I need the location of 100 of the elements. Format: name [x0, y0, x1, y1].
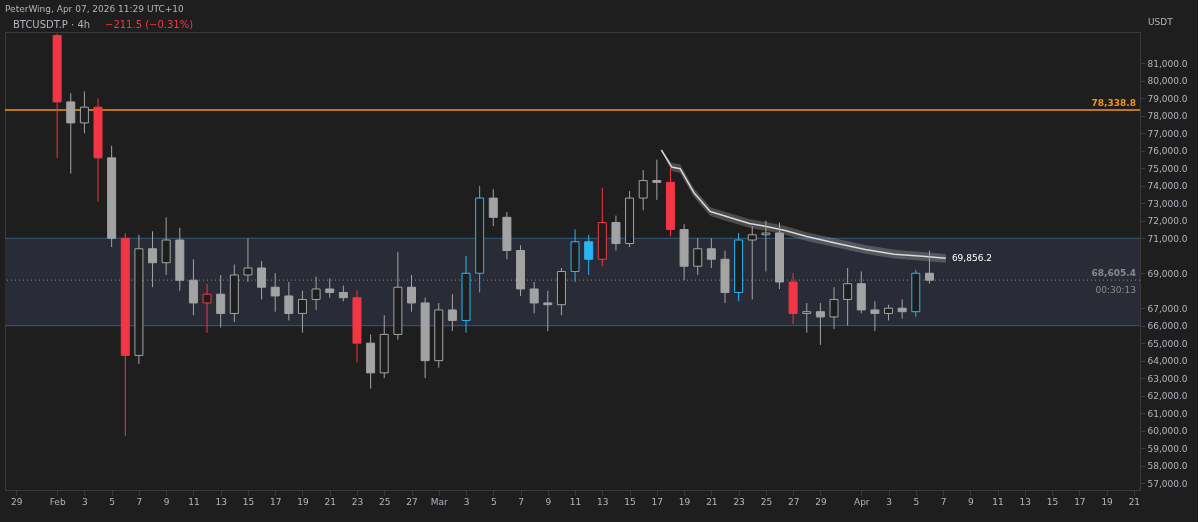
y-tick-label: 66,000.0 [1147, 321, 1188, 332]
x-tick-label: 13 [1019, 496, 1032, 507]
x-tick-label: 17 [651, 496, 664, 507]
candlestick [297, 290, 307, 334]
x-tick-label: 7 [518, 496, 524, 507]
candlestick [216, 274, 226, 328]
y-tick-label: 61,000.0 [1147, 408, 1188, 419]
x-tick-label: Mar [430, 496, 449, 507]
candlestick [161, 216, 171, 276]
y-tick-label: 62,000.0 [1147, 391, 1188, 402]
x-tick-label: Apr [853, 496, 870, 507]
candlestick [311, 276, 321, 311]
x-tick-label: 11 [188, 496, 200, 507]
y-tick-label: 79,000.0 [1147, 93, 1188, 104]
y-tick-label: 81,000.0 [1147, 58, 1188, 69]
x-tick-label: 9 [545, 496, 552, 507]
ref-line-label: 78,338.8 [1091, 97, 1136, 108]
x-tick-label: 27 [406, 496, 418, 507]
candlestick [488, 188, 498, 227]
x-tick-label: 25 [760, 496, 773, 507]
y-tick-label: 72,000.0 [1147, 216, 1188, 227]
y-tick-label: 76,000.0 [1147, 146, 1188, 157]
y-tick-label: 64,000.0 [1147, 356, 1188, 367]
y-tick-label: 78,000.0 [1147, 111, 1188, 122]
candlestick [270, 272, 280, 313]
candlestick [802, 302, 812, 334]
y-tick-label: 69,000.0 [1147, 268, 1188, 279]
y-axis-title: USDT [1148, 17, 1174, 27]
y-tick-label: 74,000.0 [1147, 181, 1188, 192]
x-tick-label: 7 [940, 496, 947, 507]
x-tick-label: 7 [136, 496, 143, 507]
candlestick [652, 159, 662, 201]
x-tick-label: 13 [597, 496, 609, 507]
x-tick-label: 21 [1128, 496, 1141, 507]
x-tick-label: 15 [242, 496, 255, 507]
candlestick [870, 300, 880, 332]
candlestick [761, 220, 771, 272]
x-tick-label: 5 [913, 496, 920, 507]
candlestick [188, 258, 198, 316]
candlestick [611, 215, 621, 252]
x-tick-label: 19 [297, 496, 309, 507]
candlestick [897, 298, 907, 320]
y-tick-label: 75,000.0 [1147, 163, 1188, 174]
x-tick-label: 23 [733, 496, 745, 507]
candlestick [447, 293, 457, 332]
y-tick-label: 71,000.0 [1147, 233, 1188, 244]
candlestick [924, 250, 934, 285]
x-tick-label: 29 [815, 496, 827, 507]
candlestick [325, 277, 335, 299]
x-tick-label: 21 [324, 496, 336, 507]
y-tick-label: 77,000.0 [1147, 128, 1188, 139]
x-tick-label: 9 [967, 496, 974, 507]
candlestick [202, 283, 212, 334]
candlestick [243, 237, 253, 283]
y-tick-label: 58,000.0 [1147, 461, 1188, 472]
x-tick-label: 3 [886, 496, 892, 507]
candlestick [284, 281, 294, 321]
x-tick-label: 19 [1101, 496, 1114, 507]
y-tick-label: 67,000.0 [1147, 303, 1188, 314]
candlestick [815, 302, 825, 346]
x-tick-label: 19 [678, 496, 691, 507]
x-tick-label: 3 [82, 496, 88, 507]
x-tick-label: 21 [706, 496, 718, 507]
annotation: 00:30:13 [1095, 285, 1136, 296]
y-tick-label: 60,000.0 [1147, 426, 1188, 437]
candlestick [543, 290, 553, 332]
x-tick-label: 15 [1046, 496, 1059, 507]
x-tick-label: 11 [992, 496, 1004, 507]
candlestick [79, 90, 89, 134]
x-tick-label: 5 [490, 496, 497, 507]
x-tick-label: 11 [569, 496, 582, 507]
candlestick [829, 286, 839, 330]
ref-line-label: 68,605.4 [1091, 268, 1136, 279]
x-tick-label: 25 [379, 496, 391, 507]
x-tick-label: 29 [11, 496, 23, 507]
candlestick [407, 274, 416, 313]
candlestick [638, 169, 648, 211]
chart-title: BTCUSDT.P · 4h [13, 19, 91, 30]
x-tick-label: Feb [49, 496, 66, 507]
candlestick [706, 237, 716, 269]
text: PeterWing, Apr 07, 2026 11:29 UTC+10 [5, 4, 185, 14]
chart-subtitle: −211.5 (−0.31%) [105, 19, 194, 30]
x-tick-label: 5 [109, 496, 116, 507]
x-tick-label: 3 [463, 496, 470, 507]
y-tick-label: 73,000.0 [1147, 198, 1188, 209]
y-tick-label: 80,000.0 [1147, 76, 1188, 87]
x-tick-label: 23 [351, 496, 364, 507]
y-tick-label: 65,000.0 [1147, 338, 1188, 349]
x-tick-label: 9 [163, 496, 170, 507]
candlestick [257, 260, 267, 300]
x-tick-label: 15 [624, 496, 636, 507]
candlestick [843, 267, 853, 327]
x-tick-label: 27 [787, 496, 800, 507]
candlestick [747, 225, 757, 300]
candlestick [584, 234, 594, 276]
candlestick [148, 230, 158, 288]
annotation: 69,856.2 [951, 253, 992, 264]
x-tick-label: 17 [1074, 496, 1086, 507]
y-tick-label: 57,000.0 [1147, 478, 1188, 489]
y-tick-label: 59,000.0 [1147, 443, 1188, 454]
